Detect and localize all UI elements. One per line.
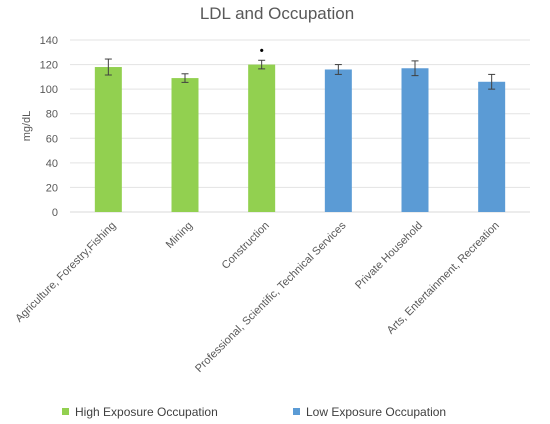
bar	[401, 68, 429, 212]
y-axis-ticks: 0 20 40 60 80 100 120 140	[40, 35, 58, 219]
x-tick-label: Private Household	[353, 220, 425, 292]
y-tick-label: 20	[46, 182, 58, 194]
x-tick-label: Professional, Scientific, Technical Serv…	[193, 219, 349, 375]
bar	[324, 69, 352, 212]
bar	[248, 64, 276, 212]
legend-label-low-exposure: Low Exposure Occupation	[306, 405, 446, 419]
y-tick-label: 120	[40, 60, 58, 72]
y-tick-label: 0	[52, 207, 58, 219]
y-tick-label: 60	[46, 133, 58, 145]
bar	[478, 81, 506, 213]
y-tick-label: 40	[46, 158, 58, 170]
bars: •	[94, 43, 506, 213]
x-tick-label: Mining	[164, 220, 195, 251]
bar	[171, 78, 199, 212]
significance-marker: •	[260, 43, 264, 57]
y-tick-label: 140	[40, 35, 58, 47]
x-tick-label: Construction	[220, 220, 272, 272]
y-tick-label: 80	[46, 109, 58, 121]
y-tick-label: 100	[40, 84, 58, 96]
legend-swatch-high-exposure	[62, 408, 69, 415]
x-tick-label: Agriculture, Forestry,Fishing	[13, 220, 118, 325]
gridlines	[70, 39, 530, 188]
legend-label-high-exposure: High Exposure Occupation	[75, 405, 218, 419]
y-axis-title: mg/dL	[21, 111, 33, 142]
legend: High Exposure Occupation Low Exposure Oc…	[62, 405, 446, 419]
bar	[94, 67, 122, 213]
x-axis-ticks: Agriculture, Forestry,Fishing Mining Const…	[13, 219, 502, 375]
chart-title: LDL and Occupation	[200, 4, 354, 23]
legend-swatch-low-exposure	[293, 408, 300, 415]
